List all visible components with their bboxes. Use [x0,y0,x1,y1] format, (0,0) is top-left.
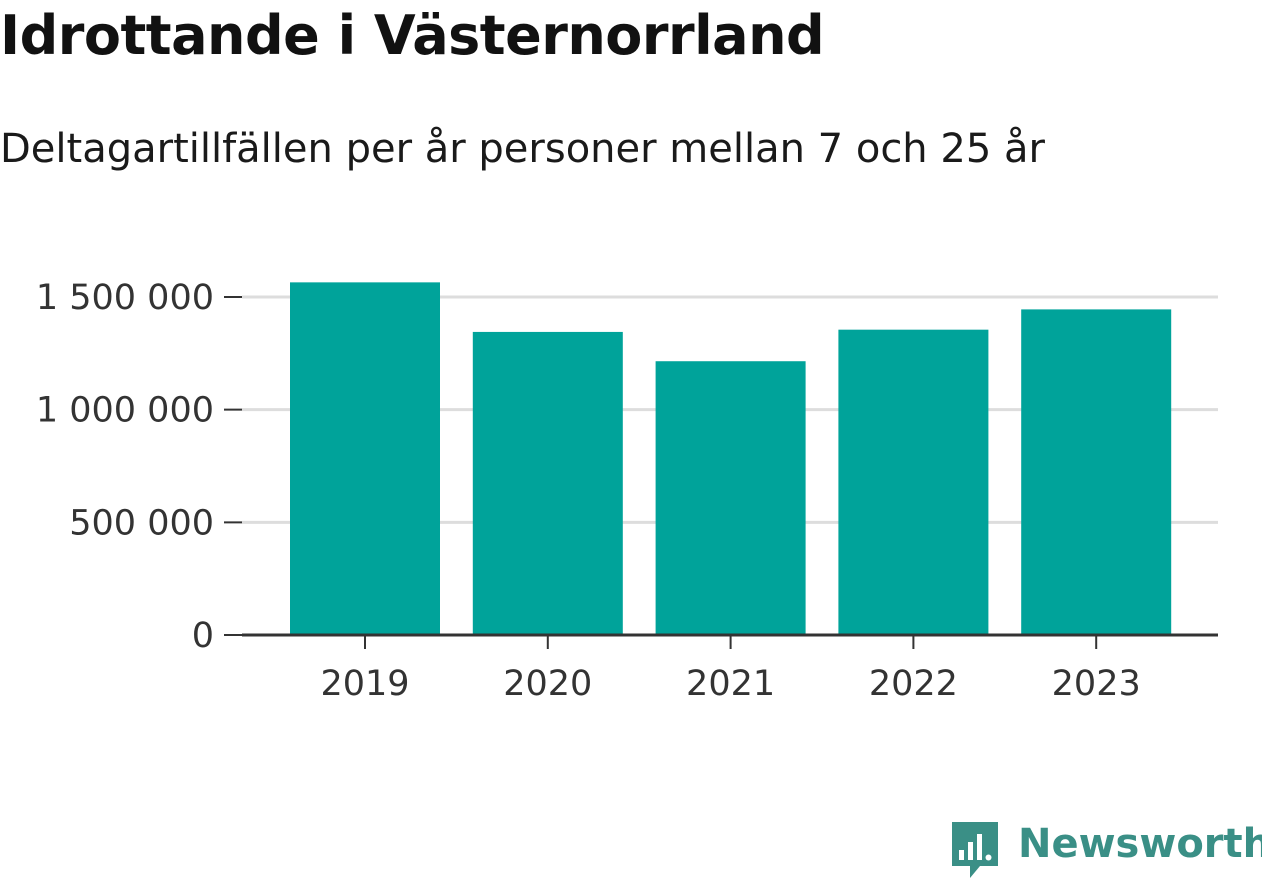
x-tick-label: 2023 [1052,664,1141,704]
bar-2020 [472,331,623,635]
bar-2023 [1021,309,1172,635]
bar-2019 [290,282,440,635]
bar-2021 [655,361,806,635]
y-tick-label: 500 000 [69,503,214,543]
chart-title: Idrottande i Västernorrland [0,4,825,67]
y-tick-label: 1 500 000 [36,278,214,318]
chart-subtitle: Deltagartillfällen per år personer mella… [0,126,1045,172]
brand-name: Newsworthy [1018,821,1262,867]
tick-labels: 0 500 000 1 000 000 1 500 000 2019 2020 2021 20… [36,278,1141,704]
y-tick-label: 1 000 000 [36,391,214,431]
x-tick-label: 2019 [320,664,409,704]
x-tick-label: 2022 [869,664,958,704]
axes [224,296,1218,649]
x-tick-label: 2021 [686,664,775,704]
bar-2022 [838,329,989,635]
newsworthy-logo-icon [952,822,998,878]
x-tick-label: 2020 [503,664,592,704]
bars [290,282,1172,635]
brand: Newsworthy [950,820,1262,880]
y-tick-label: 0 [192,616,214,656]
